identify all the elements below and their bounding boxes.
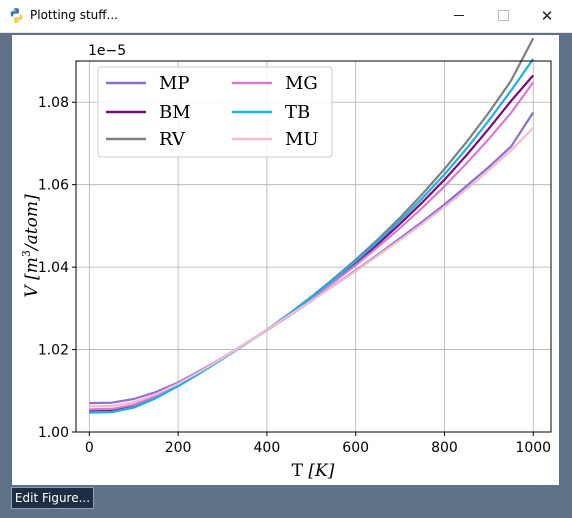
x-tick-label: 200: [165, 440, 192, 456]
offset-text: 1e−5: [88, 43, 126, 59]
x-tick-label: 0: [85, 440, 94, 456]
series-line-mu: [89, 127, 534, 408]
x-axis-label-unit: [K]: [308, 461, 334, 481]
x-axis-label-main: T: [292, 461, 309, 481]
y-tick-label: 1.04: [38, 260, 69, 276]
y-tick-label: 1.00: [38, 425, 69, 441]
x-tick-label: 600: [342, 440, 369, 456]
y-axis-label-unit-pre: [m: [22, 257, 42, 280]
y-axis-label: V [m3/atom]: [20, 194, 42, 298]
edit-figure-button[interactable]: Edit Figure...: [11, 487, 94, 509]
x-tick-label: 800: [431, 440, 458, 456]
close-icon: ✕: [540, 6, 554, 25]
legend-box: [97, 66, 333, 158]
legend-label-mu: MU: [285, 129, 319, 150]
close-button[interactable]: ✕: [524, 0, 570, 31]
y-axis-label-main: V: [22, 280, 42, 298]
legend: MP BM RV MG TB MU: [97, 66, 333, 158]
minimize-icon: [454, 15, 464, 16]
ticks: 0 200 400 600 800 1000 1.00 1.02 1.04 1.06 1.08: [38, 95, 551, 456]
title-bar[interactable]: Plotting stuff... ✕: [0, 0, 572, 33]
legend-label-mp: MP: [159, 73, 190, 94]
x-tick-label: 400: [254, 440, 281, 456]
minimize-button[interactable]: [436, 0, 482, 31]
y-tick-label: 1.08: [38, 95, 69, 111]
y-axis-label-unit-post: /atom]: [22, 194, 42, 252]
y-tick-label: 1.02: [38, 343, 69, 359]
x-tick-label: 1000: [515, 440, 551, 456]
legend-label-rv: RV: [159, 129, 186, 150]
plot-frame: [75, 60, 552, 433]
y-tick-label: 1.06: [38, 178, 69, 194]
legend-label-tb: TB: [285, 102, 310, 123]
python-icon: [10, 8, 23, 23]
line-chart: 0 200 400 600 800 1000 1.00 1.02 1.04 1.06 1.08 1e…: [20, 37, 552, 481]
y-axis-label-unit-sup: 3: [20, 250, 33, 257]
legend-label-bm: BM: [159, 102, 191, 123]
legend-label-mg: MG: [285, 73, 318, 94]
x-axis-label: T [K]: [292, 461, 335, 481]
series-lines: [89, 37, 535, 414]
maximize-icon: [497, 10, 509, 21]
window-title: Plotting stuff...: [30, 8, 118, 22]
figure-canvas[interactable]: 0 200 400 600 800 1000 1.00 1.02 1.04 1.06 1.08 1e…: [12, 35, 559, 485]
maximize-button[interactable]: [480, 0, 526, 31]
series-line-tb: [89, 58, 535, 414]
